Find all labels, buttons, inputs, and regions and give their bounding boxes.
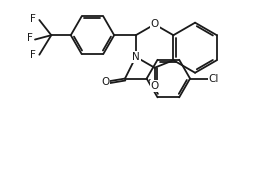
Text: F: F <box>30 14 36 24</box>
Text: O: O <box>150 81 159 91</box>
Text: O: O <box>150 19 159 29</box>
Text: Cl: Cl <box>209 74 219 84</box>
Text: F: F <box>30 50 36 60</box>
Text: F: F <box>27 33 32 43</box>
Text: O: O <box>101 77 110 87</box>
Text: N: N <box>132 52 140 62</box>
